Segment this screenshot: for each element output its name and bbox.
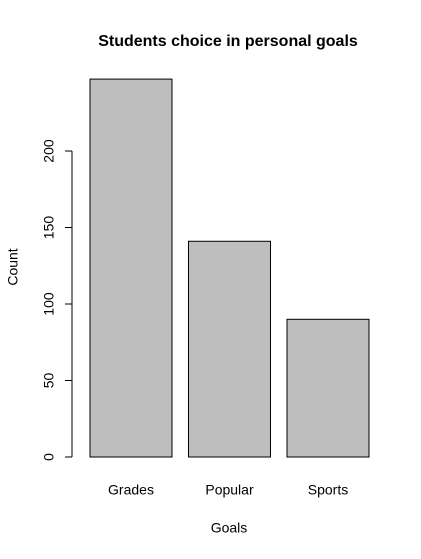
chart-title: Students choice in personal goals [98,33,358,50]
bar [286,318,370,458]
y-tick-label: 0 [41,453,57,461]
y-tick-label: 100 [41,292,57,316]
x-axis-label: Goals [211,520,248,536]
y-axis-label: Count [5,248,21,285]
x-tick-label: Sports [308,482,348,498]
x-tick-label: Grades [108,482,154,498]
y-tick-label: 150 [41,216,57,240]
bar [89,78,173,458]
y-tick-label: 50 [41,373,57,389]
y-tick-label: 200 [41,139,57,163]
bar [188,240,271,458]
x-tick-label: Popular [205,482,254,498]
